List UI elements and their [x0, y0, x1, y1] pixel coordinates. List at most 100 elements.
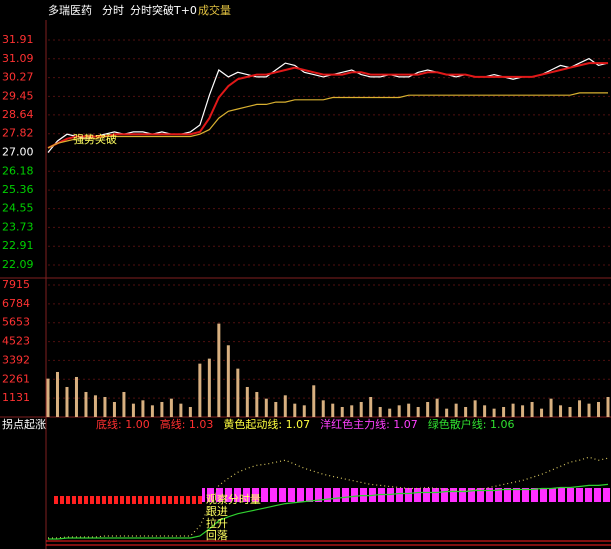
volume-bar [521, 405, 525, 417]
volume-bar [46, 378, 50, 417]
volume-bar [369, 396, 373, 417]
volume-bar [188, 406, 192, 417]
volume-bar [407, 403, 411, 417]
volume-bar [112, 401, 116, 417]
annotation: 回落 [206, 529, 228, 542]
volume-bar [350, 405, 354, 417]
y-tick-label: 26.18 [2, 164, 34, 177]
y-tick-label: 31.91 [2, 33, 34, 46]
volume-bar [103, 396, 107, 417]
volume-bar [578, 400, 582, 417]
series-line [47, 92, 608, 149]
signal-band [52, 496, 202, 504]
y-tick-label: 29.45 [2, 89, 34, 102]
volume-bar [606, 396, 610, 417]
volume-bar [169, 398, 173, 417]
volume-bar [502, 406, 506, 417]
indicator-name: 分时突破T+0 [130, 3, 197, 17]
legend-entry: 底线: 1.00 [96, 417, 150, 431]
volume-bar [473, 400, 477, 417]
y-tick-label: 3392 [2, 353, 30, 366]
volume-bar [321, 400, 325, 417]
volume-bar [65, 386, 69, 417]
legend-entry: 黄色起动线: 1.07 [223, 417, 310, 431]
mode: 分时 [102, 4, 124, 17]
y-tick-label: 27.82 [2, 127, 34, 140]
legend-entry: 高线: 1.03 [160, 417, 214, 431]
volume-bar [217, 323, 221, 417]
annotation: 拉升 [206, 516, 228, 530]
volume-bar [492, 408, 496, 417]
volume-bar [597, 401, 601, 417]
volume-bar [150, 405, 154, 417]
volume-bar [397, 405, 401, 417]
volume-bar [245, 386, 249, 417]
volume-bar [226, 345, 230, 417]
annotation: 强势突破 [73, 132, 117, 146]
annotation: 跟进 [206, 505, 228, 518]
volume-bar [255, 391, 259, 417]
volume-bar [340, 406, 344, 417]
volume-bar [55, 371, 59, 417]
signal-band [202, 488, 611, 502]
volume-bar [568, 406, 572, 417]
y-tick-label: 22.91 [2, 239, 34, 252]
y-tick-label: 4523 [2, 335, 30, 348]
volume-bar [331, 403, 335, 417]
y-tick-label: 28.64 [2, 108, 34, 121]
volume-bar [274, 401, 278, 417]
volume-bar [264, 398, 268, 417]
volume-bar [179, 403, 183, 417]
legend-entry: 绿色散户线: 1.06 [428, 417, 515, 431]
volume-bar [511, 403, 515, 417]
volume-bar [207, 358, 211, 417]
annotation: 观察分时量 [206, 492, 261, 506]
volume-bar [302, 405, 306, 417]
volume-bar [445, 408, 449, 417]
volume-tab: 成交量 [198, 3, 231, 17]
volume-bar [93, 395, 97, 417]
series-line [47, 62, 608, 149]
volume-bar [435, 398, 439, 417]
volume-bar [359, 401, 363, 417]
y-tick-label: 1131 [2, 391, 30, 404]
volume-bar [464, 406, 468, 417]
volume-bar [198, 363, 202, 417]
volume-bar [74, 376, 78, 417]
stock-name: 多瑞医药 [48, 3, 92, 17]
volume-bar [587, 403, 591, 417]
y-tick-label: 30.27 [2, 71, 34, 84]
series-line [47, 57, 609, 153]
volume-bar [483, 405, 487, 417]
volume-bar [378, 406, 382, 417]
volume-bar [559, 405, 563, 417]
y-tick-label: 22.09 [2, 258, 34, 271]
volume-bar [160, 401, 164, 417]
volume-bar [416, 406, 420, 417]
y-tick-label: 27.00 [2, 146, 34, 159]
volume-bar [236, 368, 240, 417]
volume-bar [283, 395, 287, 417]
volume-bar [84, 391, 88, 417]
volume-bar [530, 401, 534, 417]
volume-bar [454, 403, 458, 417]
y-tick-label: 2261 [2, 372, 30, 385]
volume-bar [549, 398, 553, 417]
y-tick-label: 6784 [2, 297, 30, 310]
volume-bar [141, 400, 145, 417]
y-tick-label: 25.36 [2, 183, 34, 196]
volume-bar [312, 385, 316, 417]
indicator-title: 拐点起涨 [2, 417, 46, 431]
legend-entry: 洋红色主力线: 1.07 [320, 417, 418, 431]
volume-bar [122, 391, 126, 417]
y-tick-label: 5653 [2, 316, 30, 329]
volume-bar [540, 408, 544, 417]
series-line [48, 483, 609, 540]
y-tick-label: 23.73 [2, 220, 34, 233]
y-tick-label: 31.09 [2, 52, 34, 65]
y-tick-label: 24.55 [2, 202, 34, 215]
volume-bar [426, 401, 430, 417]
volume-bar [293, 403, 297, 417]
volume-bar [131, 403, 135, 417]
